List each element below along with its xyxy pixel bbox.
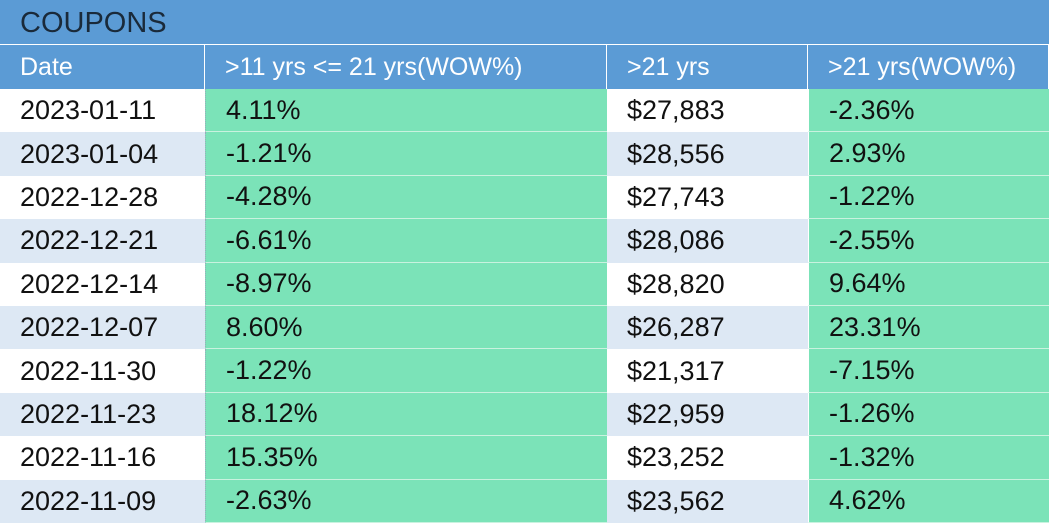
table-row: 2023-01-04 -1.21% $28,556 2.93% — [0, 132, 1049, 176]
table-cell: -1.22% — [808, 175, 1049, 220]
table-cell: 2022-11-09 — [0, 479, 205, 523]
table-cell: -1.26% — [808, 392, 1049, 437]
table-cell: 2023-01-11 — [0, 89, 205, 133]
table-cell: 4.62% — [808, 479, 1049, 523]
table-cell: 2022-12-14 — [0, 262, 205, 306]
table-cell: -2.63% — [205, 479, 607, 523]
table-cell: 8.60% — [205, 305, 607, 350]
table-cell: -2.36% — [808, 89, 1049, 133]
table-cell: 2022-11-16 — [0, 436, 205, 480]
column-header: Date — [0, 44, 205, 89]
table-cell: 2022-12-28 — [0, 175, 205, 220]
table-cell: -7.15% — [808, 349, 1049, 393]
table-cell: 9.64% — [808, 262, 1049, 306]
table-row: 2022-11-09 -2.63% $23,562 4.62% — [0, 479, 1049, 523]
table-cell: -2.55% — [808, 219, 1049, 263]
table-cell: 18.12% — [205, 392, 607, 437]
table-row: 2023-01-11 4.11% $27,883 -2.36% — [0, 89, 1049, 133]
table-cell: -4.28% — [205, 175, 607, 220]
table-row: 2022-12-07 8.60% $26,287 23.31% — [0, 305, 1049, 350]
table-cell: $28,086 — [607, 219, 808, 263]
table-cell: $26,287 — [607, 305, 808, 350]
header-row: Date >11 yrs <= 21 yrs(WOW%) >21 yrs >21 yr… — [0, 44, 1049, 89]
table-row: 2022-11-23 18.12% $22,959 -1.26% — [0, 392, 1049, 437]
table-cell: -1.22% — [205, 349, 607, 393]
table-cell: $28,820 — [607, 262, 808, 306]
table-cell: 15.35% — [205, 436, 607, 480]
table-cell: 23.31% — [808, 305, 1049, 350]
table-row: 2022-12-14 -8.97% $28,820 9.64% — [0, 262, 1049, 306]
table-row: 2022-11-30 -1.22% $21,317 -7.15% — [0, 349, 1049, 393]
table-cell: 2022-12-07 — [0, 305, 205, 350]
table-cell: 2023-01-04 — [0, 132, 205, 176]
table-row: 2022-11-16 15.35% $23,252 -1.32% — [0, 436, 1049, 480]
column-header: >21 yrs(WOW%) — [808, 44, 1049, 89]
table-cell: $22,959 — [607, 392, 808, 437]
table-cell: 2022-11-30 — [0, 349, 205, 393]
table-row: 2022-12-21 -6.61% $28,086 -2.55% — [0, 219, 1049, 263]
table-title: COUPONS — [0, 0, 1049, 44]
table-cell: -1.21% — [205, 132, 607, 176]
table-cell: -1.32% — [808, 436, 1049, 480]
table-cell: $27,883 — [607, 89, 808, 133]
table-cell: 2022-11-23 — [0, 392, 205, 437]
table-cell: -8.97% — [205, 262, 607, 306]
column-header: >11 yrs <= 21 yrs(WOW%) — [205, 44, 607, 89]
table-cell: $21,317 — [607, 349, 808, 393]
table-cell: $23,562 — [607, 479, 808, 523]
table-cell: 4.11% — [205, 89, 607, 133]
table-cell: 2.93% — [808, 132, 1049, 176]
column-header: >21 yrs — [607, 44, 808, 89]
table-cell: -6.61% — [205, 219, 607, 263]
table-cell: 2022-12-21 — [0, 219, 205, 263]
table-cell: $28,556 — [607, 132, 808, 176]
table-cell: $27,743 — [607, 175, 808, 220]
table-body: 2023-01-11 4.11% $27,883 -2.36% 2023-01-04 -1… — [0, 89, 1049, 523]
table-row: 2022-12-28 -4.28% $27,743 -1.22% — [0, 175, 1049, 220]
table-cell: $23,252 — [607, 436, 808, 480]
